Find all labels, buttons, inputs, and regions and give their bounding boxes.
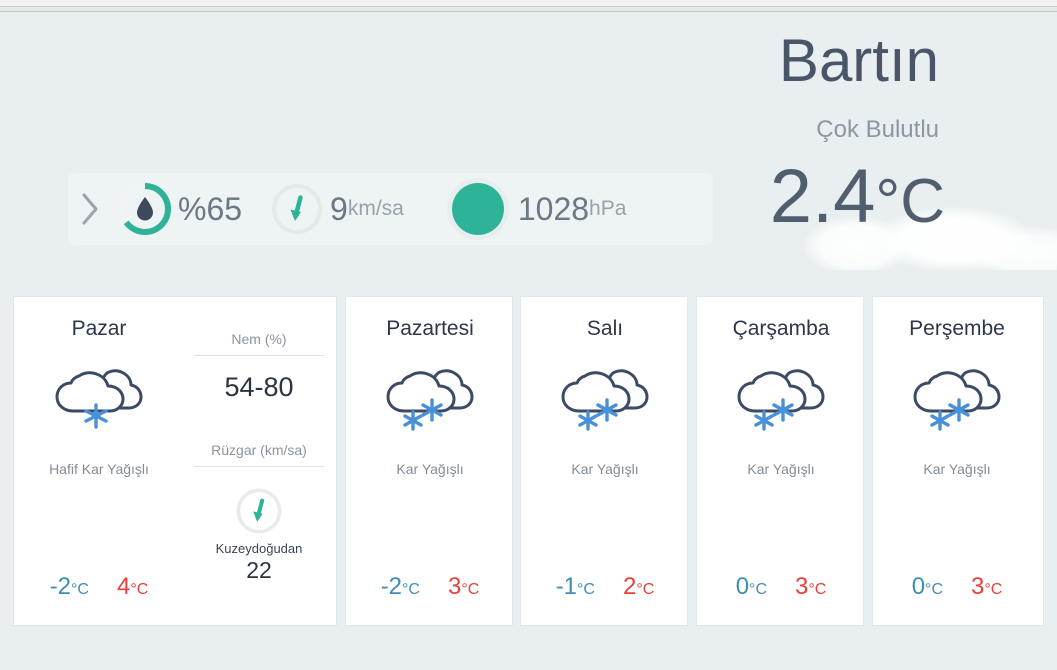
forecast-day-temps: 0°C 3°C: [697, 573, 863, 601]
forecast-card-selected[interactable]: Pazar Hafif Kar Yağışlı -2°C 4°C: [13, 296, 337, 626]
snowflake-icon: [578, 398, 618, 431]
forecast-day-temps: -1°C 2°C: [521, 573, 687, 601]
forecast-day-name: Salı: [586, 317, 624, 340]
current-metrics-bar: %65 9 km/sa 1028 hPa: [68, 173, 713, 245]
forecast-day-temps: 0°C 3°C: [873, 573, 1041, 601]
cloud-snow-icon: [521, 351, 687, 437]
forecast-card[interactable]: Salı Kar Yağışlı -1°C 2°C: [520, 296, 688, 626]
forecast-day-summary: Salı Kar Yağışlı -1°C 2°C: [521, 297, 687, 625]
expand-details-button[interactable]: [68, 192, 114, 226]
forecast-cards: Pazar Hafif Kar Yağışlı -2°C 4°C: [13, 296, 1044, 626]
browser-chrome-strip-secondary: [0, 8, 1057, 12]
pressure-unit: hPa: [589, 197, 627, 220]
city-name: Bartın: [778, 27, 939, 94]
forecast-day-condition: Kar Yağışlı: [747, 461, 815, 477]
forecast-day-summary: Pazartesi Kar Yağışlı -2°C 3°C: [346, 297, 512, 625]
wind-rose: [190, 485, 328, 537]
wind-gauge: [268, 180, 326, 238]
forecast-card[interactable]: Çarşamba Kar Yağışlı 0°C 3°C: [696, 296, 864, 626]
wind-direction-arrow-icon: [272, 184, 323, 234]
water-drop-icon: [137, 197, 153, 221]
forecast-day-condition: Hafif Kar Yağışlı: [49, 461, 149, 477]
forecast-card[interactable]: Pazartesi Kar Yağışlı -2°C 3°C: [345, 296, 513, 626]
forecast-day-summary: Perşembe Kar Yağışlı 0°C 3°C: [873, 297, 1041, 625]
forecast-low-temp: -2°C: [380, 573, 420, 600]
wind-direction-arrow-icon: [236, 488, 282, 534]
chevron-right-icon: [82, 193, 98, 225]
forecast-day-condition: Kar Yağışlı: [571, 461, 639, 477]
forecast-high-temp: 2°C: [622, 573, 655, 600]
current-temperature-unit: °C: [875, 167, 945, 236]
cloud-light-snow-icon: [14, 351, 184, 437]
wind-value: 9: [330, 190, 348, 227]
current-condition-text: Çok Bulutlu: [816, 116, 939, 143]
snowflake-icon: [930, 398, 970, 431]
cloud-snow-icon: [346, 351, 512, 437]
forecast-low-temp: -1°C: [555, 573, 595, 600]
forecast-day-condition: Kar Yağışlı: [923, 461, 991, 477]
browser-chrome-strip: [0, 0, 1057, 7]
humidity-gauge: [116, 180, 174, 238]
snowflake-icon: [754, 398, 794, 431]
forecast-day-summary: Pazar Hafif Kar Yağışlı -2°C 4°C: [14, 297, 184, 625]
pressure-dot-icon: [451, 183, 504, 235]
divider: [194, 355, 324, 356]
forecast-day-name: Çarşamba: [732, 317, 830, 340]
wind-detail-label: Rüzgar (km/sa): [211, 442, 307, 458]
forecast-day-summary: Çarşamba Kar Yağışlı 0°C 3°C: [697, 297, 863, 625]
humidity-ring-icon: [119, 183, 171, 235]
pressure-value: 1028: [517, 190, 590, 227]
snowflake-icon: [403, 398, 443, 431]
forecast-low-temp: 0°C: [735, 573, 767, 600]
metric-wind[interactable]: 9 km/sa: [268, 180, 404, 238]
forecast-day-name: Pazartesi: [386, 317, 474, 340]
snowflake-icon: [84, 403, 108, 429]
forecast-card[interactable]: Perşembe Kar Yağışlı 0°C 3°C: [872, 296, 1044, 626]
humidity-value: %65: [178, 190, 243, 227]
current-weather-hero: Bartın Çok Bulutlu 2.4°C: [0, 13, 1057, 280]
current-temperature: 2.4°C: [770, 159, 945, 235]
humidity-detail-label: Nem (%): [231, 331, 287, 347]
forecast-high-temp: 4°C: [116, 573, 149, 600]
divider: [194, 466, 324, 467]
forecast-day-name: Pazar: [71, 317, 127, 340]
forecast-high-temp: 3°C: [971, 573, 1003, 600]
metric-humidity[interactable]: %65: [116, 180, 242, 238]
forecast-low-temp: 0°C: [911, 573, 943, 600]
wind-direction-text: Kuzeydoğudan: [215, 541, 303, 556]
forecast-details-panel: Nem (%) 54-80 Rüzgar (km/sa) Kuzeydoğuda…: [182, 297, 336, 625]
forecast-day-name: Perşembe: [909, 317, 1005, 340]
cloud-snow-icon: [697, 351, 863, 437]
forecast-day-temps: -2°C 3°C: [346, 573, 512, 601]
metric-pressure[interactable]: 1028 hPa: [448, 183, 627, 235]
cloud-snow-icon: [873, 351, 1041, 437]
forecast-low-temp: -2°C: [49, 573, 89, 600]
forecast-day-temps: -2°C 4°C: [14, 573, 184, 601]
humidity-detail-value: 54-80: [224, 372, 294, 402]
wind-unit: km/sa: [347, 197, 404, 220]
current-temperature-value: 2.4: [769, 154, 876, 239]
wind-speed-value: 22: [246, 557, 272, 583]
forecast-day-condition: Kar Yağışlı: [396, 461, 464, 477]
forecast-high-temp: 3°C: [447, 573, 480, 600]
forecast-high-temp: 3°C: [795, 573, 827, 600]
